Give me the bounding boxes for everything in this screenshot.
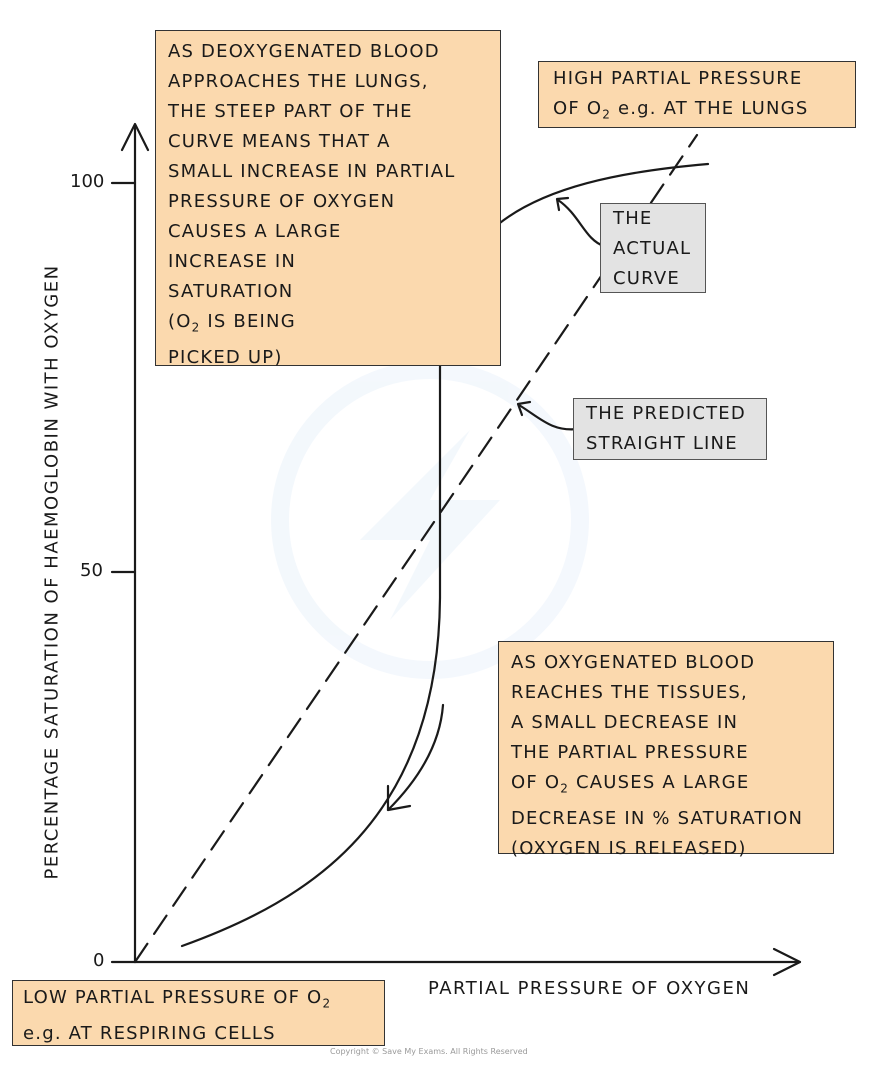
box-line: SATURATION xyxy=(168,281,294,302)
subscript-2: 2 xyxy=(322,996,332,1011)
actual-curve-tag: THE ACTUAL CURVE xyxy=(600,203,706,293)
low-partial-pressure-box: LOW PARTIAL PRESSURE OF O2 e.g. AT RESPI… xyxy=(12,980,385,1046)
y-axis-arrowhead xyxy=(120,122,150,152)
tag-line: ACTUAL xyxy=(613,238,692,259)
box-line: (OXYGEN IS RELEASED) xyxy=(511,837,747,859)
box-line: PICKED UP) xyxy=(168,346,283,368)
x-axis-arrowhead xyxy=(772,947,802,977)
box-line: CURVE MEANS THAT A xyxy=(168,131,391,152)
box-line-o2: OF O2 CAUSES A LARGE xyxy=(511,768,833,804)
downward-arrowhead xyxy=(386,784,412,812)
box-line: e.g. AT RESPIRING CELLS xyxy=(23,1022,276,1044)
box-line: THE PARTIAL PRESSURE xyxy=(511,742,749,763)
box-line: INCREASE IN xyxy=(168,251,297,272)
subscript-2: 2 xyxy=(191,320,201,335)
box-line: HIGH PARTIAL PRESSURE xyxy=(553,68,803,89)
text-fragment: CAUSES A LARGE xyxy=(569,772,750,793)
actual-curve xyxy=(180,162,710,948)
box-line: CAUSES A LARGE xyxy=(168,221,342,242)
subscript-2: 2 xyxy=(602,107,612,122)
predicted-line-tag: THE PREDICTED STRAIGHT LINE xyxy=(573,398,767,460)
text-fragment: OF O xyxy=(511,772,561,793)
actual-curve-pointer xyxy=(555,196,570,212)
actual-curve-connector xyxy=(556,198,606,248)
tag-line: CURVE xyxy=(613,268,680,289)
y-axis-title: PERCENTAGE SATURATION OF HAEMOGLOBIN WIT… xyxy=(41,264,63,880)
steep-curve-explanation-box: AS DEOXYGENATED BLOOD APPROACHES THE LUN… xyxy=(155,30,501,368)
box-line: THE STEEP PART OF THE xyxy=(168,101,413,122)
box-line-o2: OF O2 e.g. AT THE LUNGS xyxy=(553,94,855,130)
text-fragment: OF O xyxy=(553,98,603,119)
box-line-o2-note: (O2 IS BEING xyxy=(168,307,500,343)
predicted-line-connector xyxy=(517,403,580,431)
tag-line: THE xyxy=(613,208,653,229)
subscript-2: 2 xyxy=(560,781,570,796)
copyright-notice: Copyright © Save My Exams. All Rights Re… xyxy=(330,1047,528,1056)
box-line: A SMALL DECREASE IN xyxy=(511,712,739,733)
text-fragment: e.g. AT THE LUNGS xyxy=(611,98,809,119)
watermark-logo xyxy=(271,361,589,679)
tag-line: STRAIGHT LINE xyxy=(586,433,738,454)
text-fragment: IS BEING xyxy=(200,311,296,332)
x-axis-title: PARTIAL PRESSURE OF OXYGEN xyxy=(428,978,751,999)
text-fragment: (O xyxy=(168,311,192,332)
oxygen-release-explanation-box: AS OXYGENATED BLOOD REACHES THE TISSUES,… xyxy=(498,641,834,859)
text-fragment: LOW PARTIAL PRESSURE OF O xyxy=(23,987,323,1008)
y-tick-label-50: 50 xyxy=(80,560,103,581)
predicted-line-pointer xyxy=(516,400,532,417)
downward-curved-arrow xyxy=(386,703,445,812)
box-line: DECREASE IN % SATURATION xyxy=(511,807,804,829)
box-line: APPROACHES THE LUNGS, xyxy=(168,71,429,92)
y-tick-label-0: 0 xyxy=(93,950,105,971)
box-line: AS DEOXYGENATED BLOOD xyxy=(168,41,440,62)
box-line: PRESSURE OF OXYGEN xyxy=(168,191,396,212)
box-line: REACHES THE TISSUES, xyxy=(511,682,748,703)
box-line-o2: LOW PARTIAL PRESSURE OF O2 xyxy=(23,983,384,1019)
box-line: SMALL INCREASE IN PARTIAL xyxy=(168,161,456,182)
y-tick-label-100: 100 xyxy=(70,171,105,192)
high-partial-pressure-box: HIGH PARTIAL PRESSURE OF O2 e.g. AT THE … xyxy=(538,61,856,128)
box-line: AS OXYGENATED BLOOD xyxy=(511,652,756,673)
tag-line: THE PREDICTED xyxy=(586,403,746,424)
